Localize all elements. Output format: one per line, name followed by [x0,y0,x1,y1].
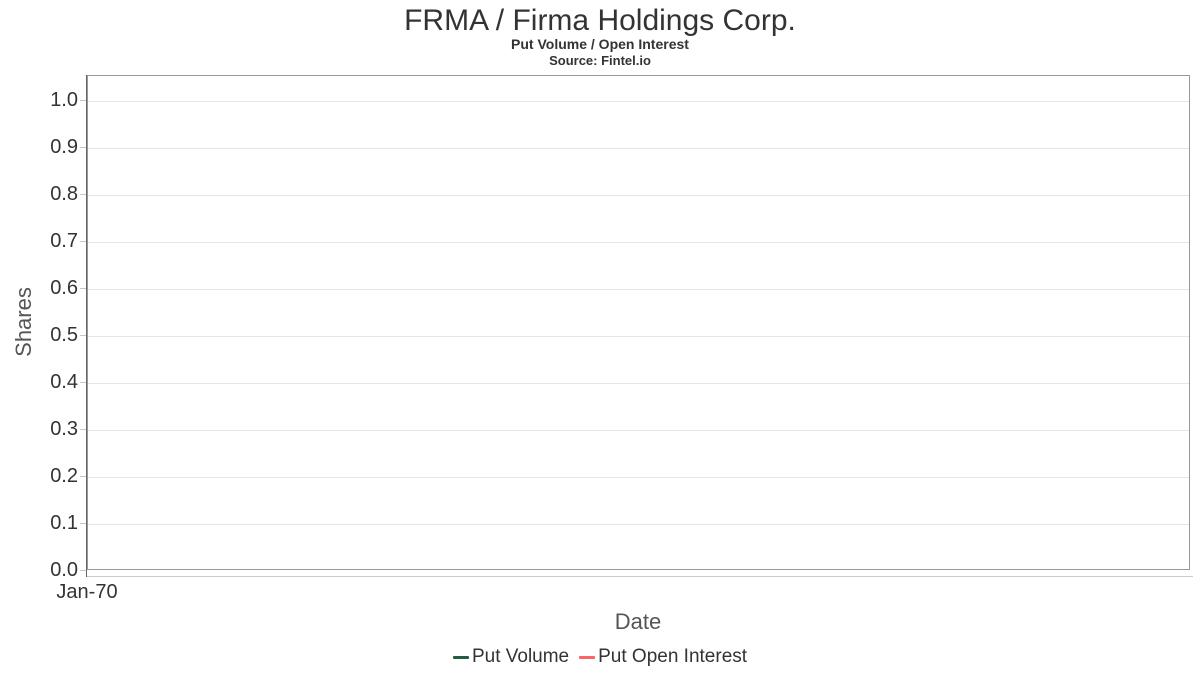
y-tick-label: 0.6 [50,277,78,299]
y-gridline [88,430,1189,431]
legend-line-icon [579,655,596,659]
chart-title: FRMA / Firma Holdings Corp. [404,4,796,37]
y-tick-label: 0.7 [50,230,78,252]
y-gridline [88,477,1189,478]
y-gridline [88,242,1189,243]
legend-item-put-open-interest[interactable]: Put Open Interest [579,646,747,668]
y-tick-mark [80,147,86,148]
y-tick-mark [80,476,86,477]
legend-label: Put Open Interest [598,646,748,667]
y-tick-label: 0.4 [50,371,78,393]
chart-source: Source: Fintel.io [549,53,651,68]
x-axis-line [87,576,1193,577]
y-gridline [88,383,1189,384]
y-gridline [88,524,1189,525]
y-tick-label: 0.1 [50,512,78,534]
y-tick-label: 0.2 [50,465,78,487]
y-axis-spine [86,75,87,577]
y-tick-mark [80,382,86,383]
legend-item-put-volume[interactable]: Put Volume [452,646,570,668]
legend: Put Volume Put Open Interest [0,646,1200,668]
y-tick-mark [80,241,86,242]
y-tick-mark [80,194,86,195]
y-gridline [88,148,1189,149]
y-gridline [88,101,1189,102]
y-gridline [88,289,1189,290]
y-tick-label: 0.8 [50,183,78,205]
chart-subtitle: Put Volume / Open Interest [511,36,689,52]
y-tick-label: 1.0 [50,89,78,111]
legend-line-icon [452,655,469,659]
x-axis-title: Date [614,609,662,634]
y-tick-mark [80,429,86,430]
y-tick-label: 0.0 [50,559,78,581]
y-tick-mark [80,570,86,571]
y-tick-label: 0.5 [50,324,78,346]
y-tick-mark [80,100,86,101]
y-tick-mark [80,288,86,289]
y-tick-label: 0.3 [50,418,78,440]
y-tick-label: 0.9 [50,136,78,158]
y-tick-mark [80,335,86,336]
y-tick-mark [80,523,86,524]
legend-label: Put Volume [471,646,570,667]
plot-area [87,75,1190,570]
x-tick-label: Jan-70 [56,581,118,603]
y-gridline [88,195,1189,196]
y-gridline [88,336,1189,337]
